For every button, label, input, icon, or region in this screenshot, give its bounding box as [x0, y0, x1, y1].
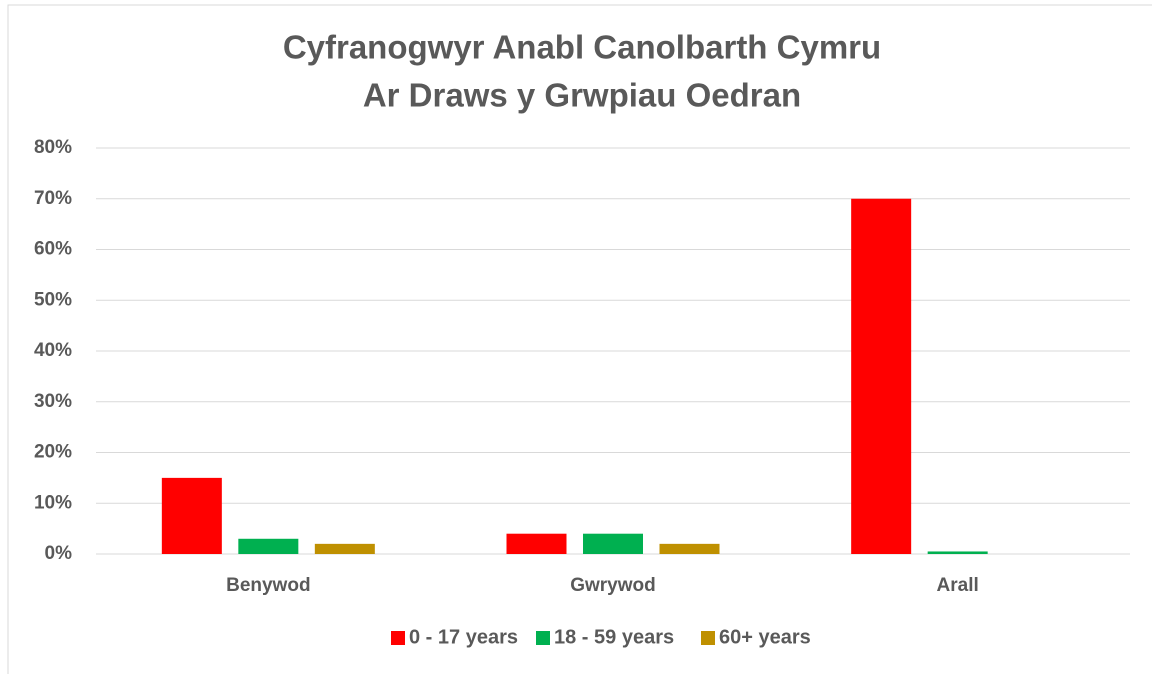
x-tick-label: Benywod — [226, 575, 310, 596]
bar — [506, 533, 567, 554]
chart-border — [7, 4, 1152, 674]
legend-label: 0 - 17 years — [409, 626, 518, 648]
x-tick-label: Gwrywod — [570, 575, 656, 596]
bar — [659, 543, 720, 554]
y-tick-label: 10% — [34, 492, 72, 513]
legend-swatch — [391, 631, 405, 645]
chart-title: Ar Draws y Grwpiau Oedran — [363, 77, 801, 114]
bar — [851, 198, 912, 554]
y-tick-label: 60% — [34, 239, 72, 260]
y-tick-label: 20% — [34, 442, 72, 463]
y-tick-label: 50% — [34, 289, 72, 310]
bar — [583, 533, 643, 554]
y-tick-label: 30% — [34, 391, 72, 412]
y-tick-label: 0% — [45, 543, 73, 564]
y-tick-label: 80% — [34, 137, 72, 158]
y-tick-label: 70% — [34, 188, 72, 209]
bar — [161, 477, 222, 554]
legend-label: 18 - 59 years — [554, 626, 674, 648]
y-tick-label: 40% — [34, 340, 72, 361]
legend-swatch — [536, 631, 550, 645]
bar — [927, 551, 988, 554]
legend-label: 60+ years — [719, 626, 811, 648]
legend-swatch — [701, 631, 715, 645]
x-tick-label: Arall — [937, 575, 979, 596]
bar — [238, 538, 299, 554]
bar — [314, 543, 375, 554]
chart-title: Cyfranogwyr Anabl Canolbarth Cymru — [283, 29, 881, 66]
